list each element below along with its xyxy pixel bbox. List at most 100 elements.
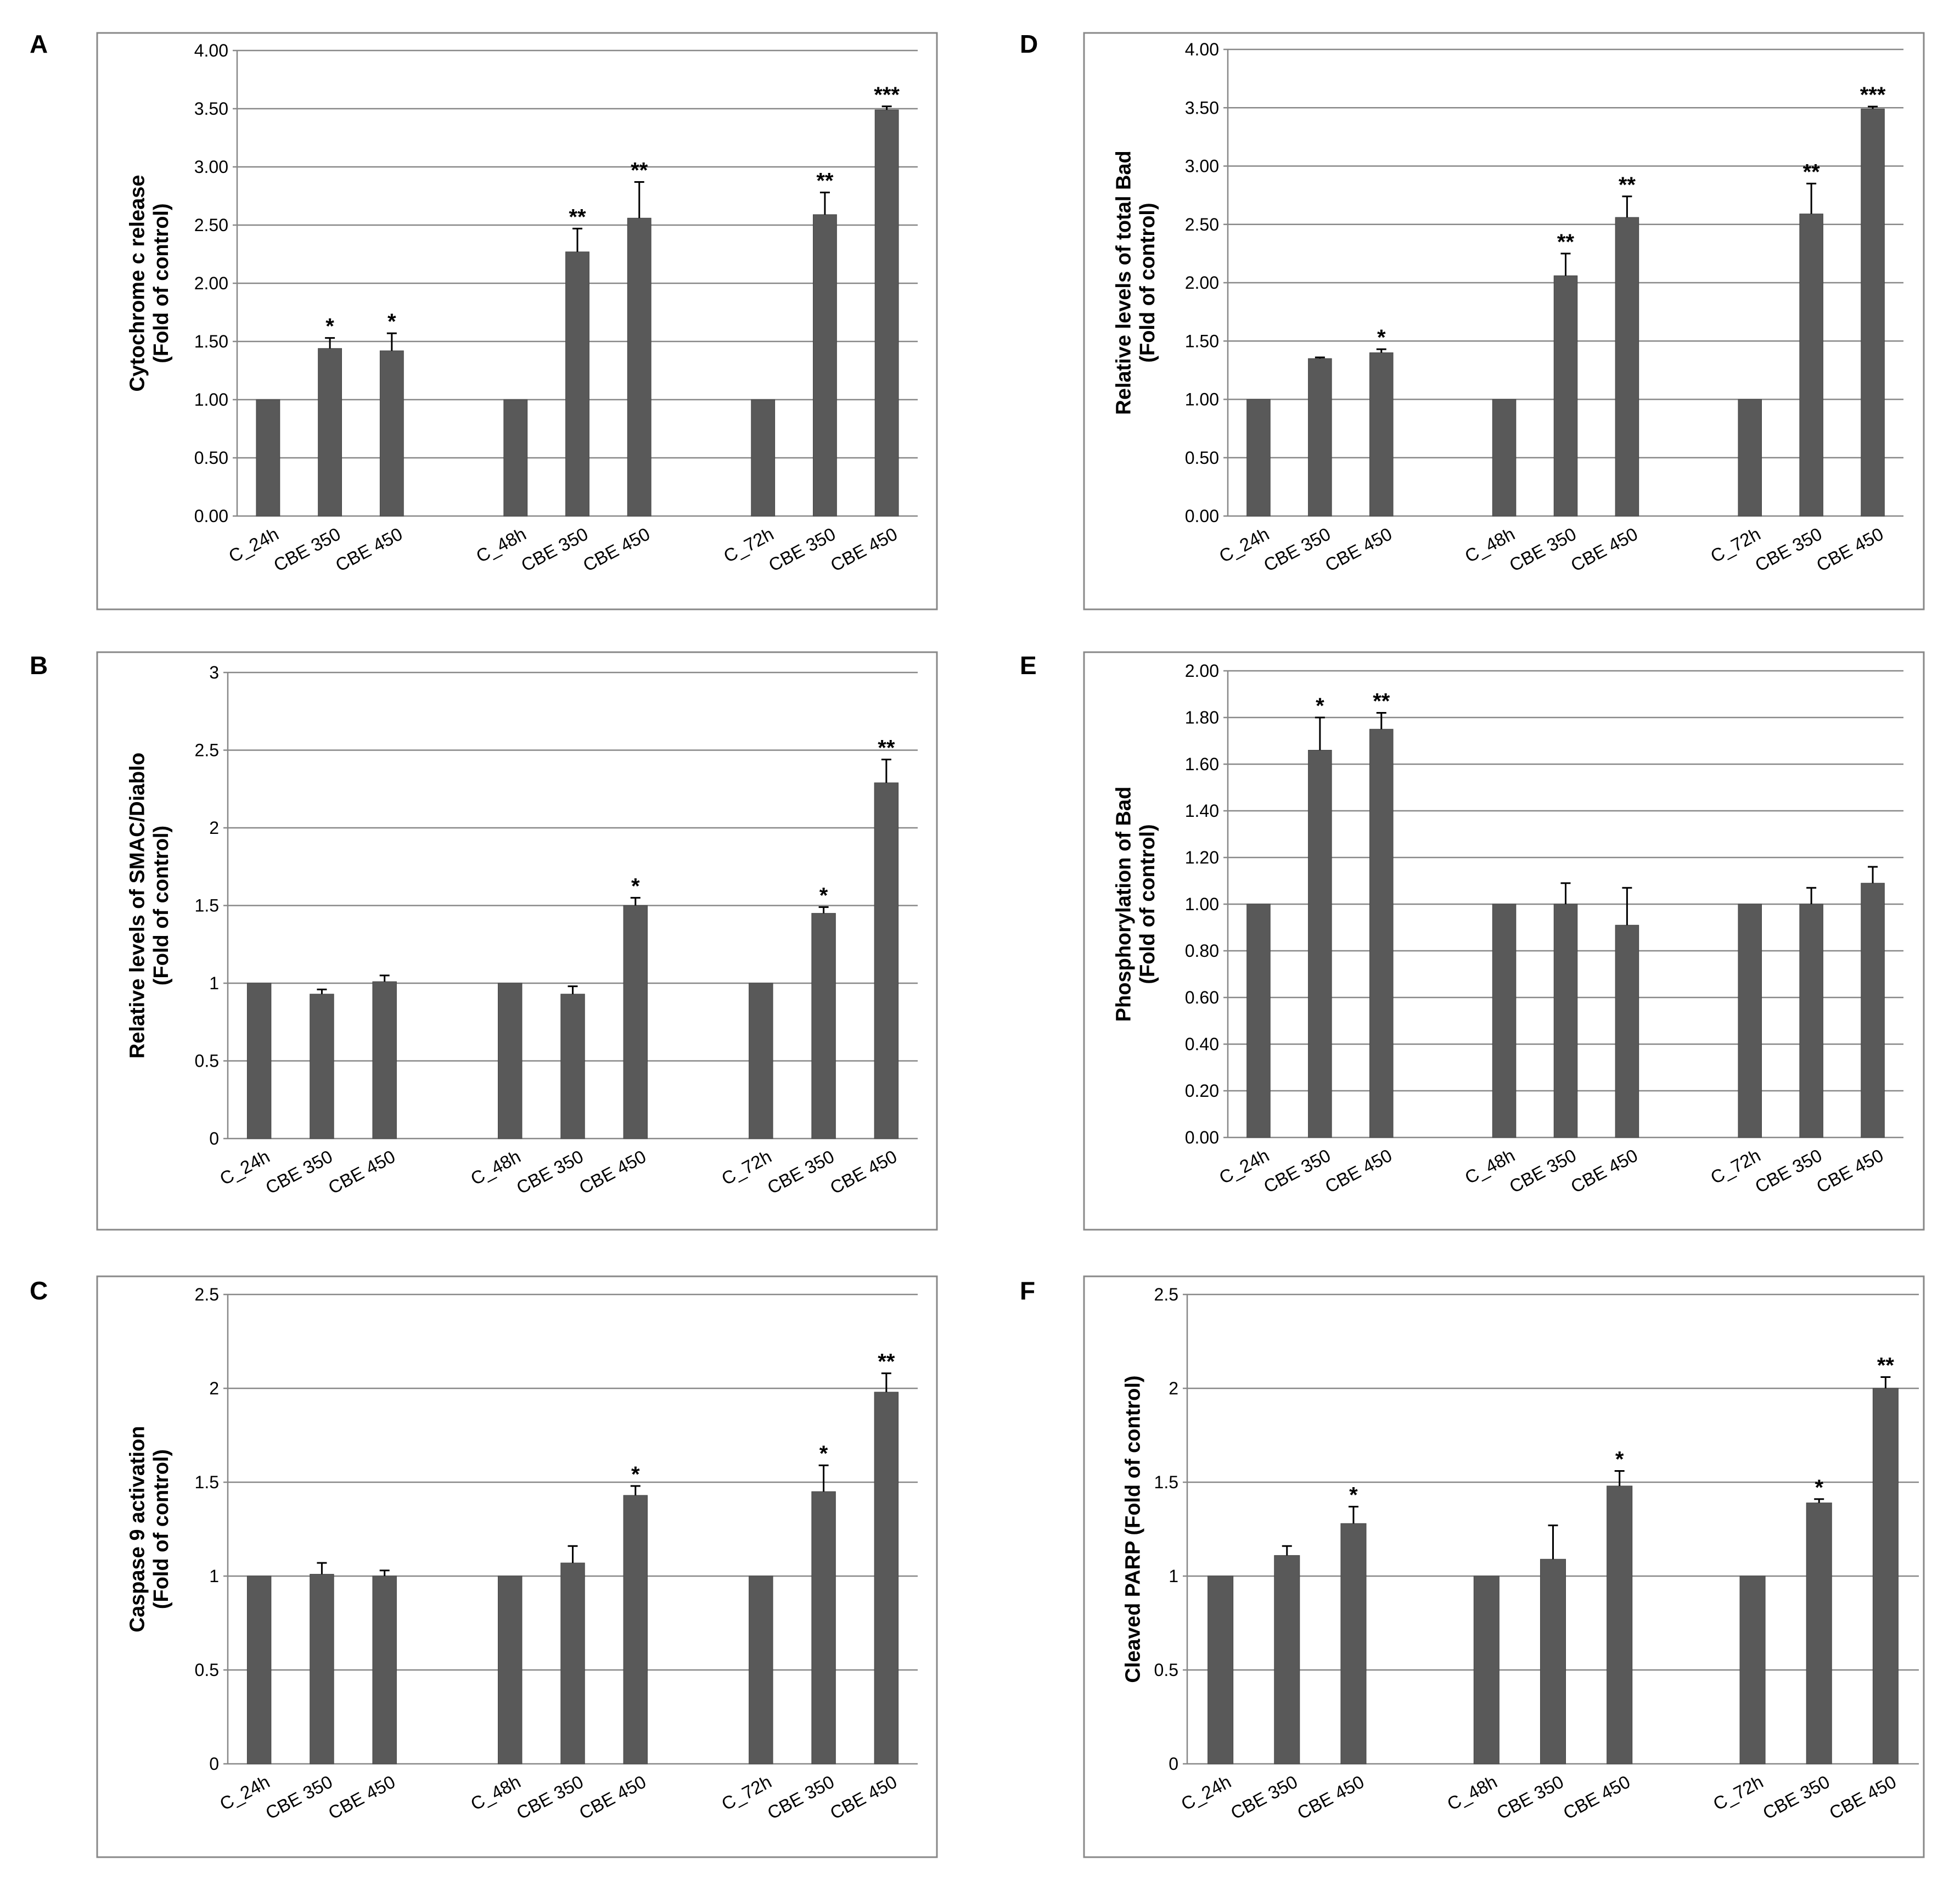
significance-label: * bbox=[1349, 1483, 1358, 1507]
significance-label: ** bbox=[569, 205, 586, 229]
y-tick-label: 2.50 bbox=[1185, 215, 1219, 234]
panel-b: B 0 0.5 1 1.5 2 2.5 3 Relative levels of SMAC/Di… bbox=[30, 651, 938, 1231]
significance-label: ** bbox=[1877, 1353, 1895, 1377]
bar bbox=[749, 983, 773, 1139]
bar bbox=[379, 350, 404, 517]
bar bbox=[1492, 904, 1517, 1138]
y-axis-label-line: (Fold of control) bbox=[150, 826, 173, 985]
bar bbox=[1308, 358, 1332, 517]
bar bbox=[318, 348, 342, 517]
y-tick-label: 1.40 bbox=[1185, 801, 1219, 821]
y-tick-label: 2.5 bbox=[1154, 1285, 1178, 1304]
panel-a: A 0.00 0.50 1.00 1.50 2.00 2.50 3.00 3.50 4.00 Cyt… bbox=[30, 30, 938, 610]
y-tick-label: 4.00 bbox=[1185, 40, 1219, 59]
y-axis-label-line: Relative levels of SMAC/Diablo bbox=[126, 753, 149, 1059]
bar bbox=[1308, 750, 1332, 1138]
y-tick-label: 1.60 bbox=[1185, 754, 1219, 774]
bar bbox=[1861, 883, 1885, 1138]
y-axis-label: Caspase 9 activation(Fold of control) bbox=[126, 1426, 173, 1633]
y-tick-label: 1.50 bbox=[1185, 331, 1219, 351]
panel-c: C 0 0.5 1 1.5 2 2.5 Caspase 9 activation(Fold o… bbox=[30, 1275, 938, 1858]
bar bbox=[1861, 108, 1885, 517]
y-tick-label: 0.00 bbox=[1185, 506, 1219, 526]
panel-d: D 0.00 0.50 1.00 1.50 2.00 2.50 3.00 3.50 4.00 Rel… bbox=[1020, 30, 1925, 610]
panel-letter: A bbox=[30, 30, 48, 58]
y-tick-label: 0 bbox=[1169, 1754, 1178, 1774]
y-axis-label-line: Cleaved PARP (Fold of control) bbox=[1121, 1375, 1144, 1683]
bar bbox=[1340, 1523, 1367, 1764]
y-tick-label: 1.00 bbox=[194, 390, 228, 410]
bar bbox=[1799, 904, 1823, 1138]
y-tick-label: 4.00 bbox=[194, 41, 228, 60]
y-axis-label-line: Phosphorylation of Bad bbox=[1112, 787, 1135, 1022]
bar bbox=[1553, 275, 1578, 517]
panel-f: F 0 0.5 1 1.5 2 2.5 Cleaved PARP (Fold of contr… bbox=[1020, 1275, 1925, 1858]
panel-letter: C bbox=[30, 1276, 48, 1305]
bar bbox=[812, 214, 837, 517]
bar bbox=[874, 1392, 899, 1764]
bar bbox=[560, 1562, 585, 1764]
y-tick-label: 1.50 bbox=[194, 332, 228, 351]
panel-letter: D bbox=[1020, 30, 1038, 58]
bar bbox=[1738, 904, 1762, 1138]
y-tick-label: 2 bbox=[209, 1378, 219, 1398]
bar bbox=[1246, 399, 1271, 517]
y-tick-label: 0 bbox=[209, 1754, 219, 1774]
y-tick-label: 1.5 bbox=[1154, 1472, 1178, 1492]
bar bbox=[372, 1576, 397, 1764]
bar bbox=[874, 782, 899, 1139]
panel-letter: E bbox=[1020, 651, 1037, 680]
bar bbox=[623, 905, 648, 1139]
y-tick-label: 1.20 bbox=[1185, 848, 1219, 867]
bar bbox=[372, 981, 397, 1139]
y-axis-label-line: Cytochrome c release bbox=[126, 175, 149, 392]
y-tick-label: 0.00 bbox=[1185, 1128, 1219, 1147]
y-axis-label-line: (Fold of control) bbox=[1136, 203, 1159, 362]
bar bbox=[498, 1576, 523, 1764]
y-tick-label: 1.00 bbox=[1185, 390, 1219, 410]
y-axis-label: Phosphorylation of Bad(Fold of control) bbox=[1112, 787, 1159, 1022]
y-tick-label: 2 bbox=[209, 818, 219, 838]
y-tick-label: 0 bbox=[209, 1129, 219, 1148]
bar bbox=[1615, 924, 1639, 1138]
significance-label: * bbox=[819, 883, 828, 907]
significance-label: ** bbox=[878, 736, 895, 760]
y-tick-label: 1.5 bbox=[195, 896, 219, 916]
bar bbox=[1369, 352, 1394, 517]
y-axis-label-line: (Fold of control) bbox=[150, 203, 173, 363]
significance-label: ** bbox=[1373, 690, 1390, 714]
significance-label: * bbox=[1316, 694, 1324, 718]
y-tick-label: 2.5 bbox=[195, 741, 219, 760]
y-tick-label: 1 bbox=[209, 1566, 219, 1586]
y-tick-label: 2.5 bbox=[195, 1285, 219, 1304]
significance-label: ** bbox=[1803, 160, 1821, 184]
significance-label: * bbox=[819, 1442, 828, 1466]
bar bbox=[1473, 1576, 1500, 1764]
y-tick-label: 0.5 bbox=[195, 1660, 219, 1680]
significance-label: ** bbox=[816, 169, 834, 193]
bar bbox=[1492, 399, 1517, 517]
y-tick-label: 3.50 bbox=[1185, 98, 1219, 117]
y-tick-label: 0.50 bbox=[1185, 448, 1219, 468]
y-tick-label: 3 bbox=[209, 663, 219, 682]
significance-label: *** bbox=[1860, 83, 1886, 107]
bar bbox=[1540, 1559, 1566, 1764]
bar bbox=[1208, 1576, 1234, 1764]
bar bbox=[811, 913, 836, 1139]
bar bbox=[627, 217, 652, 517]
panel-frame bbox=[96, 1275, 938, 1858]
significance-label: ** bbox=[631, 159, 648, 183]
significance-label: ** bbox=[1619, 173, 1636, 197]
bar bbox=[310, 994, 334, 1139]
y-axis-label: Cleaved PARP (Fold of control) bbox=[1121, 1375, 1144, 1683]
significance-label: ** bbox=[1557, 230, 1575, 254]
significance-label: * bbox=[325, 315, 334, 339]
bar bbox=[246, 1576, 272, 1764]
y-tick-label: 0.50 bbox=[194, 448, 228, 468]
y-tick-label: 3.00 bbox=[194, 157, 228, 177]
y-axis-label-line: (Fold of control) bbox=[150, 1449, 173, 1609]
bar bbox=[246, 983, 272, 1139]
bar bbox=[1738, 399, 1762, 517]
bar bbox=[1607, 1486, 1633, 1764]
bar bbox=[503, 399, 528, 517]
